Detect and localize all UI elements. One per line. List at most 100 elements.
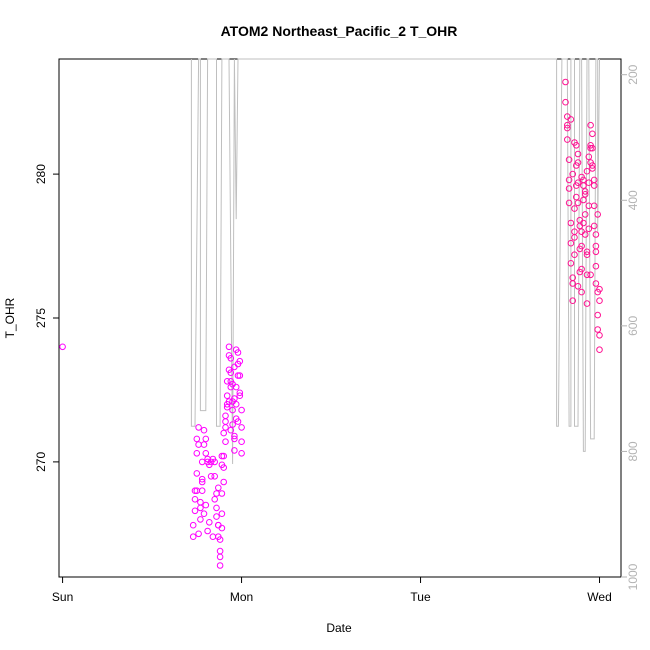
data-point — [231, 363, 238, 371]
data-point — [232, 346, 240, 354]
data-point — [216, 562, 224, 569]
data-point — [191, 487, 199, 495]
data-point — [213, 504, 220, 512]
data-point — [227, 355, 235, 362]
data-point — [204, 527, 211, 535]
data-point — [231, 432, 238, 440]
data-point — [581, 191, 589, 198]
data-point — [198, 475, 206, 483]
data-point — [578, 288, 585, 296]
data-point — [223, 403, 231, 411]
data-point — [200, 510, 208, 518]
data-point — [189, 533, 197, 541]
data-point — [238, 424, 245, 431]
x-tick-label: Wed — [587, 590, 611, 604]
data-point — [215, 521, 222, 529]
data-point — [215, 484, 222, 492]
data-point — [220, 478, 227, 486]
data-point — [594, 326, 602, 333]
data-point — [218, 452, 226, 460]
y-right-tick-label: 400 — [626, 190, 640, 210]
data-point — [238, 450, 245, 457]
data-point — [590, 222, 598, 230]
data-point — [231, 447, 238, 454]
data-point — [197, 516, 204, 523]
data-point — [578, 242, 585, 250]
data-point — [202, 435, 210, 443]
data-point — [578, 265, 585, 273]
data-point — [202, 450, 210, 457]
data-point — [565, 185, 573, 192]
data-point — [592, 262, 600, 270]
data-point — [236, 357, 244, 365]
data-point — [59, 343, 66, 351]
data-point — [578, 228, 585, 235]
data-point — [571, 205, 578, 212]
data-point — [216, 547, 224, 555]
y-right-tick-label: 600 — [626, 316, 640, 336]
data-point — [567, 116, 575, 123]
data-point — [589, 130, 596, 138]
data-point — [193, 435, 201, 443]
data-point — [590, 202, 598, 210]
y-right-tick-label: 1000 — [626, 563, 640, 590]
data-point — [574, 150, 582, 158]
data-point — [565, 156, 573, 163]
data-point — [578, 173, 585, 181]
data-point — [234, 372, 242, 379]
y-tick-label: 275 — [34, 308, 48, 328]
data-point — [227, 426, 235, 434]
data-point — [231, 435, 238, 443]
data-point — [227, 369, 235, 377]
data-point — [211, 473, 218, 480]
data-point — [587, 271, 594, 279]
data-point — [218, 524, 226, 532]
data-point — [225, 398, 233, 405]
data-point — [562, 98, 569, 106]
data-point — [223, 392, 231, 400]
data-point — [585, 179, 593, 186]
data-point — [198, 458, 206, 466]
data-point — [200, 426, 208, 434]
data-point — [583, 167, 591, 175]
data-point — [580, 182, 587, 189]
data-point — [580, 196, 587, 204]
data-point — [195, 530, 202, 538]
data-point — [590, 182, 598, 189]
data-point — [216, 553, 224, 561]
data-point — [200, 441, 208, 448]
y-axis-right: 200 400 600 800 1000 — [621, 64, 640, 590]
data-point — [222, 412, 229, 420]
data-point — [585, 202, 593, 210]
data-point — [218, 510, 226, 518]
data-point — [574, 283, 582, 290]
data-point — [567, 260, 575, 267]
data-point — [238, 406, 245, 414]
data-point — [206, 519, 213, 526]
data-point — [592, 242, 600, 250]
data-point — [585, 153, 593, 161]
data-point — [193, 487, 201, 495]
data-point — [574, 179, 582, 186]
plot-area-frame — [58, 58, 622, 578]
data-point — [596, 285, 603, 293]
data-point — [216, 536, 224, 543]
data-point — [583, 251, 591, 258]
data-point — [581, 211, 589, 218]
data-point — [236, 392, 244, 400]
data-point — [236, 372, 244, 379]
data-point — [594, 311, 602, 319]
data-point — [576, 222, 584, 230]
data-point — [222, 418, 229, 425]
data-point — [229, 406, 236, 414]
data-point — [569, 274, 577, 282]
data-point — [229, 421, 236, 428]
x-axis-label: Date — [326, 621, 352, 635]
data-point — [589, 162, 596, 169]
data-point — [191, 496, 199, 503]
data-point — [238, 438, 245, 446]
data-point — [236, 389, 244, 397]
data-point — [574, 159, 582, 166]
data-point — [213, 513, 220, 520]
y-axis-left: 270 275 280 — [34, 164, 59, 472]
